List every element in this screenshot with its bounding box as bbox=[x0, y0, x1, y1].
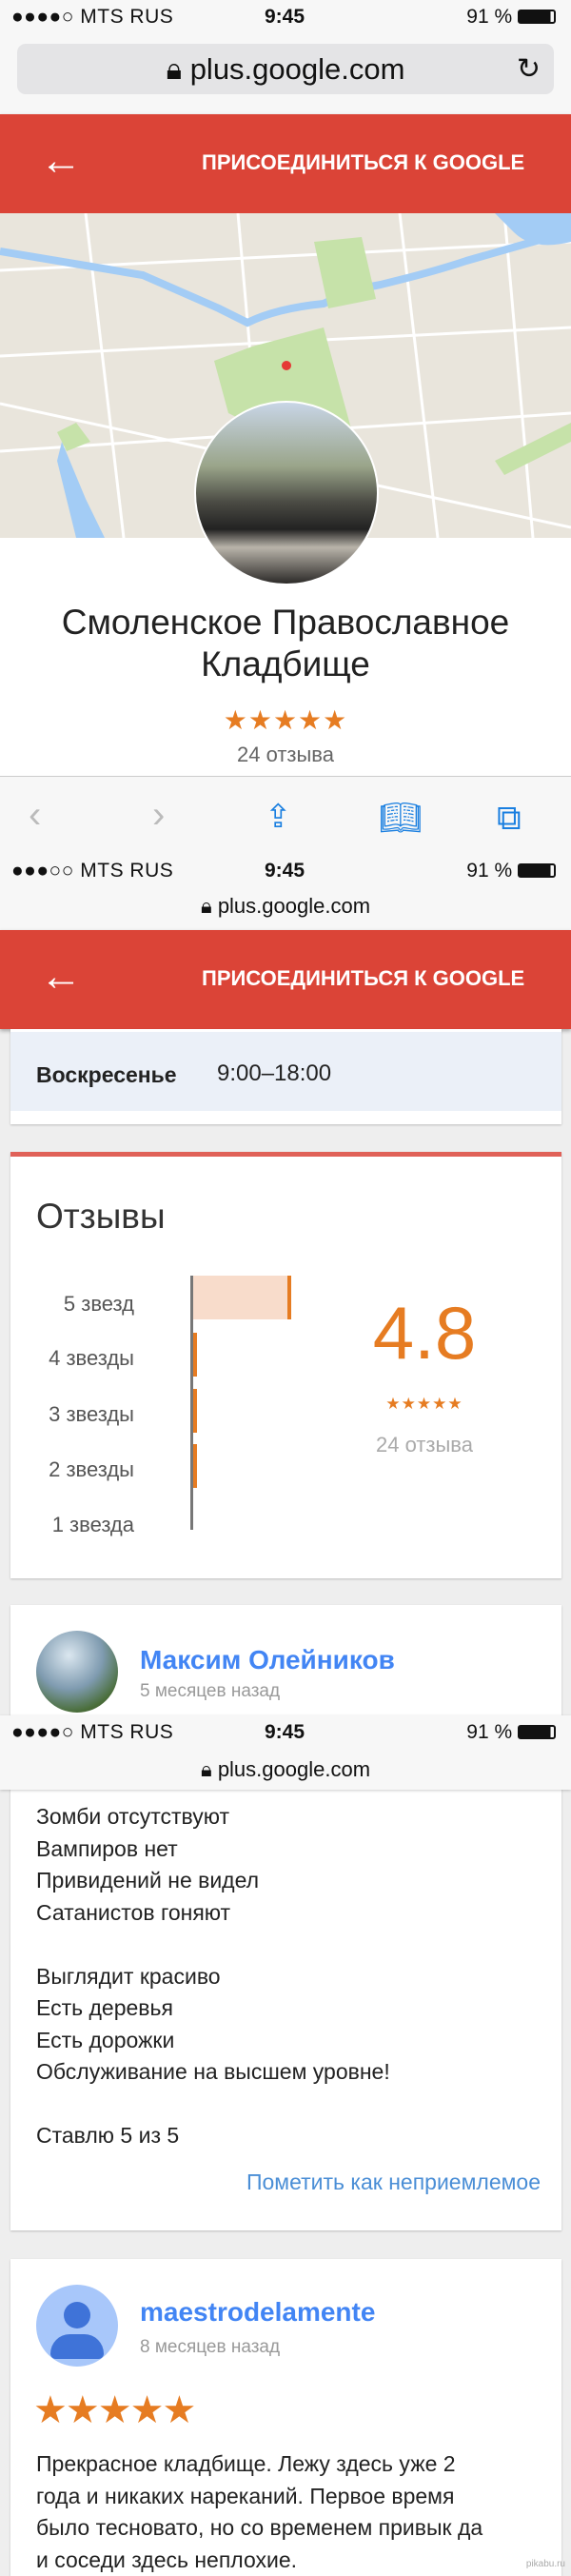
forward-icon[interactable]: › bbox=[152, 794, 166, 836]
share-icon[interactable]: ⇪ bbox=[265, 799, 292, 835]
carrier: ●●●○○ MTS RUS bbox=[11, 860, 174, 882]
bookmarks-icon[interactable]: 📖︎ bbox=[379, 798, 423, 837]
url-bar[interactable]: 🔒︎ plus.google.com ↻ bbox=[17, 44, 554, 94]
reviews-summary-card: Отзывы 5 звезд 4 звезды 3 звезды 2 звезды 1 … bbox=[10, 1152, 561, 1578]
summary-review-count: 24 отзыва bbox=[376, 1433, 473, 1456]
status-bar: ●●●●○ MTS RUS 9:45 91 % 🔒︎ plus.google.c… bbox=[0, 1715, 571, 1790]
histogram-label: 1 звезда bbox=[51, 1513, 134, 1536]
url-text: plus.google.com bbox=[217, 1757, 371, 1781]
back-icon[interactable]: ‹ bbox=[29, 794, 42, 836]
tabs-icon[interactable]: ⧉ bbox=[497, 798, 522, 837]
watermark: pikabu.ru bbox=[525, 2559, 565, 2569]
clock: 9:45 bbox=[265, 1721, 305, 1743]
hours-row-highlight bbox=[10, 1032, 561, 1111]
url-text: plus.google.com bbox=[217, 894, 371, 918]
review-text: Прекрасное кладбище. Лежу здесь уже 2 го… bbox=[36, 2451, 483, 2572]
review-card: maestrodelamente 8 месяцев назад ★★★★★ П… bbox=[10, 2259, 561, 2576]
battery-icon bbox=[518, 10, 556, 24]
place-name-line-2: Кладбище bbox=[201, 644, 370, 684]
back-arrow-icon[interactable]: ← bbox=[40, 137, 82, 184]
lock-icon: 🔒︎ bbox=[166, 52, 183, 86]
battery: 91 % bbox=[466, 1721, 556, 1744]
clock: 9:45 bbox=[265, 860, 305, 882]
url-bar[interactable]: 🔒︎ plus.google.com bbox=[0, 894, 571, 919]
histogram-label: 3 звезды bbox=[49, 1402, 134, 1426]
clock: 9:45 bbox=[265, 6, 305, 28]
battery-percent: 91 % bbox=[466, 6, 513, 28]
avatar[interactable] bbox=[36, 1631, 118, 1713]
review-date: 5 месяцев назад bbox=[140, 1681, 281, 1701]
review-card-body: Зомби отсутствуют Вампиров нет Привидени… bbox=[10, 1780, 561, 2230]
browser-toolbar: ‹ › ⇪ 📖︎ ⧉ bbox=[0, 776, 571, 856]
back-arrow-icon[interactable]: ← bbox=[40, 953, 82, 1000]
url-bar[interactable]: 🔒︎ plus.google.com bbox=[0, 1757, 571, 1782]
hours-card: Воскресенье 9:00–18:00 bbox=[10, 1029, 561, 1124]
battery-percent: 91 % bbox=[466, 1721, 513, 1743]
histogram-bar bbox=[193, 1444, 197, 1488]
lock-icon: 🔒︎ bbox=[200, 894, 212, 918]
battery: 91 % bbox=[466, 860, 556, 882]
average-rating: 4.8 bbox=[372, 1291, 477, 1375]
review-text: Зомби отсутствуют Вампиров нет Привидени… bbox=[36, 1804, 390, 2148]
reload-icon[interactable]: ↻ bbox=[516, 53, 541, 85]
flag-inappropriate-link[interactable]: Пометить как неприемлемое bbox=[246, 2170, 541, 2194]
hours-day: Воскресенье bbox=[36, 1062, 177, 1087]
status-bar: ●●●○○ MTS RUS 9:45 91 % 🔒︎ plus.google.c… bbox=[0, 854, 571, 930]
review-count[interactable]: 24 отзыва bbox=[237, 743, 334, 766]
histogram-label: 5 звезд bbox=[63, 1292, 134, 1316]
rating-stars: ★★★★★ bbox=[223, 705, 348, 735]
histogram-label: 4 звезды bbox=[49, 1346, 134, 1370]
default-avatar-icon[interactable] bbox=[36, 2285, 118, 2367]
place-name: Смоленское Православное Кладбище bbox=[0, 602, 571, 685]
battery: 91 % bbox=[466, 6, 556, 29]
carrier: ●●●●○ MTS RUS bbox=[11, 6, 174, 28]
place-name-line-1: Смоленское Православное bbox=[61, 603, 510, 642]
battery-icon bbox=[518, 1725, 556, 1739]
top-app-bar: ← ПРИСОЕДИНИТЬСЯ К GOOGLE bbox=[0, 114, 571, 213]
histogram-label: 2 звезды bbox=[49, 1457, 134, 1481]
lock-icon: 🔒︎ bbox=[200, 1757, 212, 1781]
histogram-axis bbox=[190, 1276, 193, 1530]
url-text: plus.google.com bbox=[189, 52, 405, 86]
battery-icon bbox=[518, 863, 556, 878]
review-card: Максим Олейников bbox=[10, 1605, 561, 1724]
review-date: 8 месяцев назад bbox=[140, 2337, 281, 2357]
review-stars: ★★★★★ bbox=[33, 2389, 196, 2431]
join-google-button[interactable]: ПРИСОЕДИНИТЬСЯ К GOOGLE bbox=[202, 150, 525, 174]
join-google-button[interactable]: ПРИСОЕДИНИТЬСЯ К GOOGLE bbox=[202, 966, 525, 990]
review-author[interactable]: maestrodelamente bbox=[140, 2297, 376, 2327]
histogram-bar bbox=[193, 1333, 197, 1377]
battery-percent: 91 % bbox=[466, 860, 513, 882]
place-photo bbox=[194, 401, 379, 585]
map-pin-icon bbox=[282, 361, 291, 370]
hours-time: 9:00–18:00 bbox=[217, 1060, 332, 1086]
reviews-title: Отзывы bbox=[36, 1197, 166, 1236]
carrier: ●●●●○ MTS RUS bbox=[11, 1721, 174, 1743]
top-app-bar: ← ПРИСОЕДИНИТЬСЯ К GOOGLE bbox=[0, 930, 571, 1029]
histogram-bar bbox=[193, 1276, 291, 1319]
histogram-bar bbox=[193, 1389, 197, 1433]
status-bar: ●●●●○ MTS RUS 9:45 91 % bbox=[0, 0, 571, 36]
average-stars: ★★★★★ bbox=[385, 1395, 463, 1413]
review-author[interactable]: Максим Олейников bbox=[140, 1645, 395, 1674]
